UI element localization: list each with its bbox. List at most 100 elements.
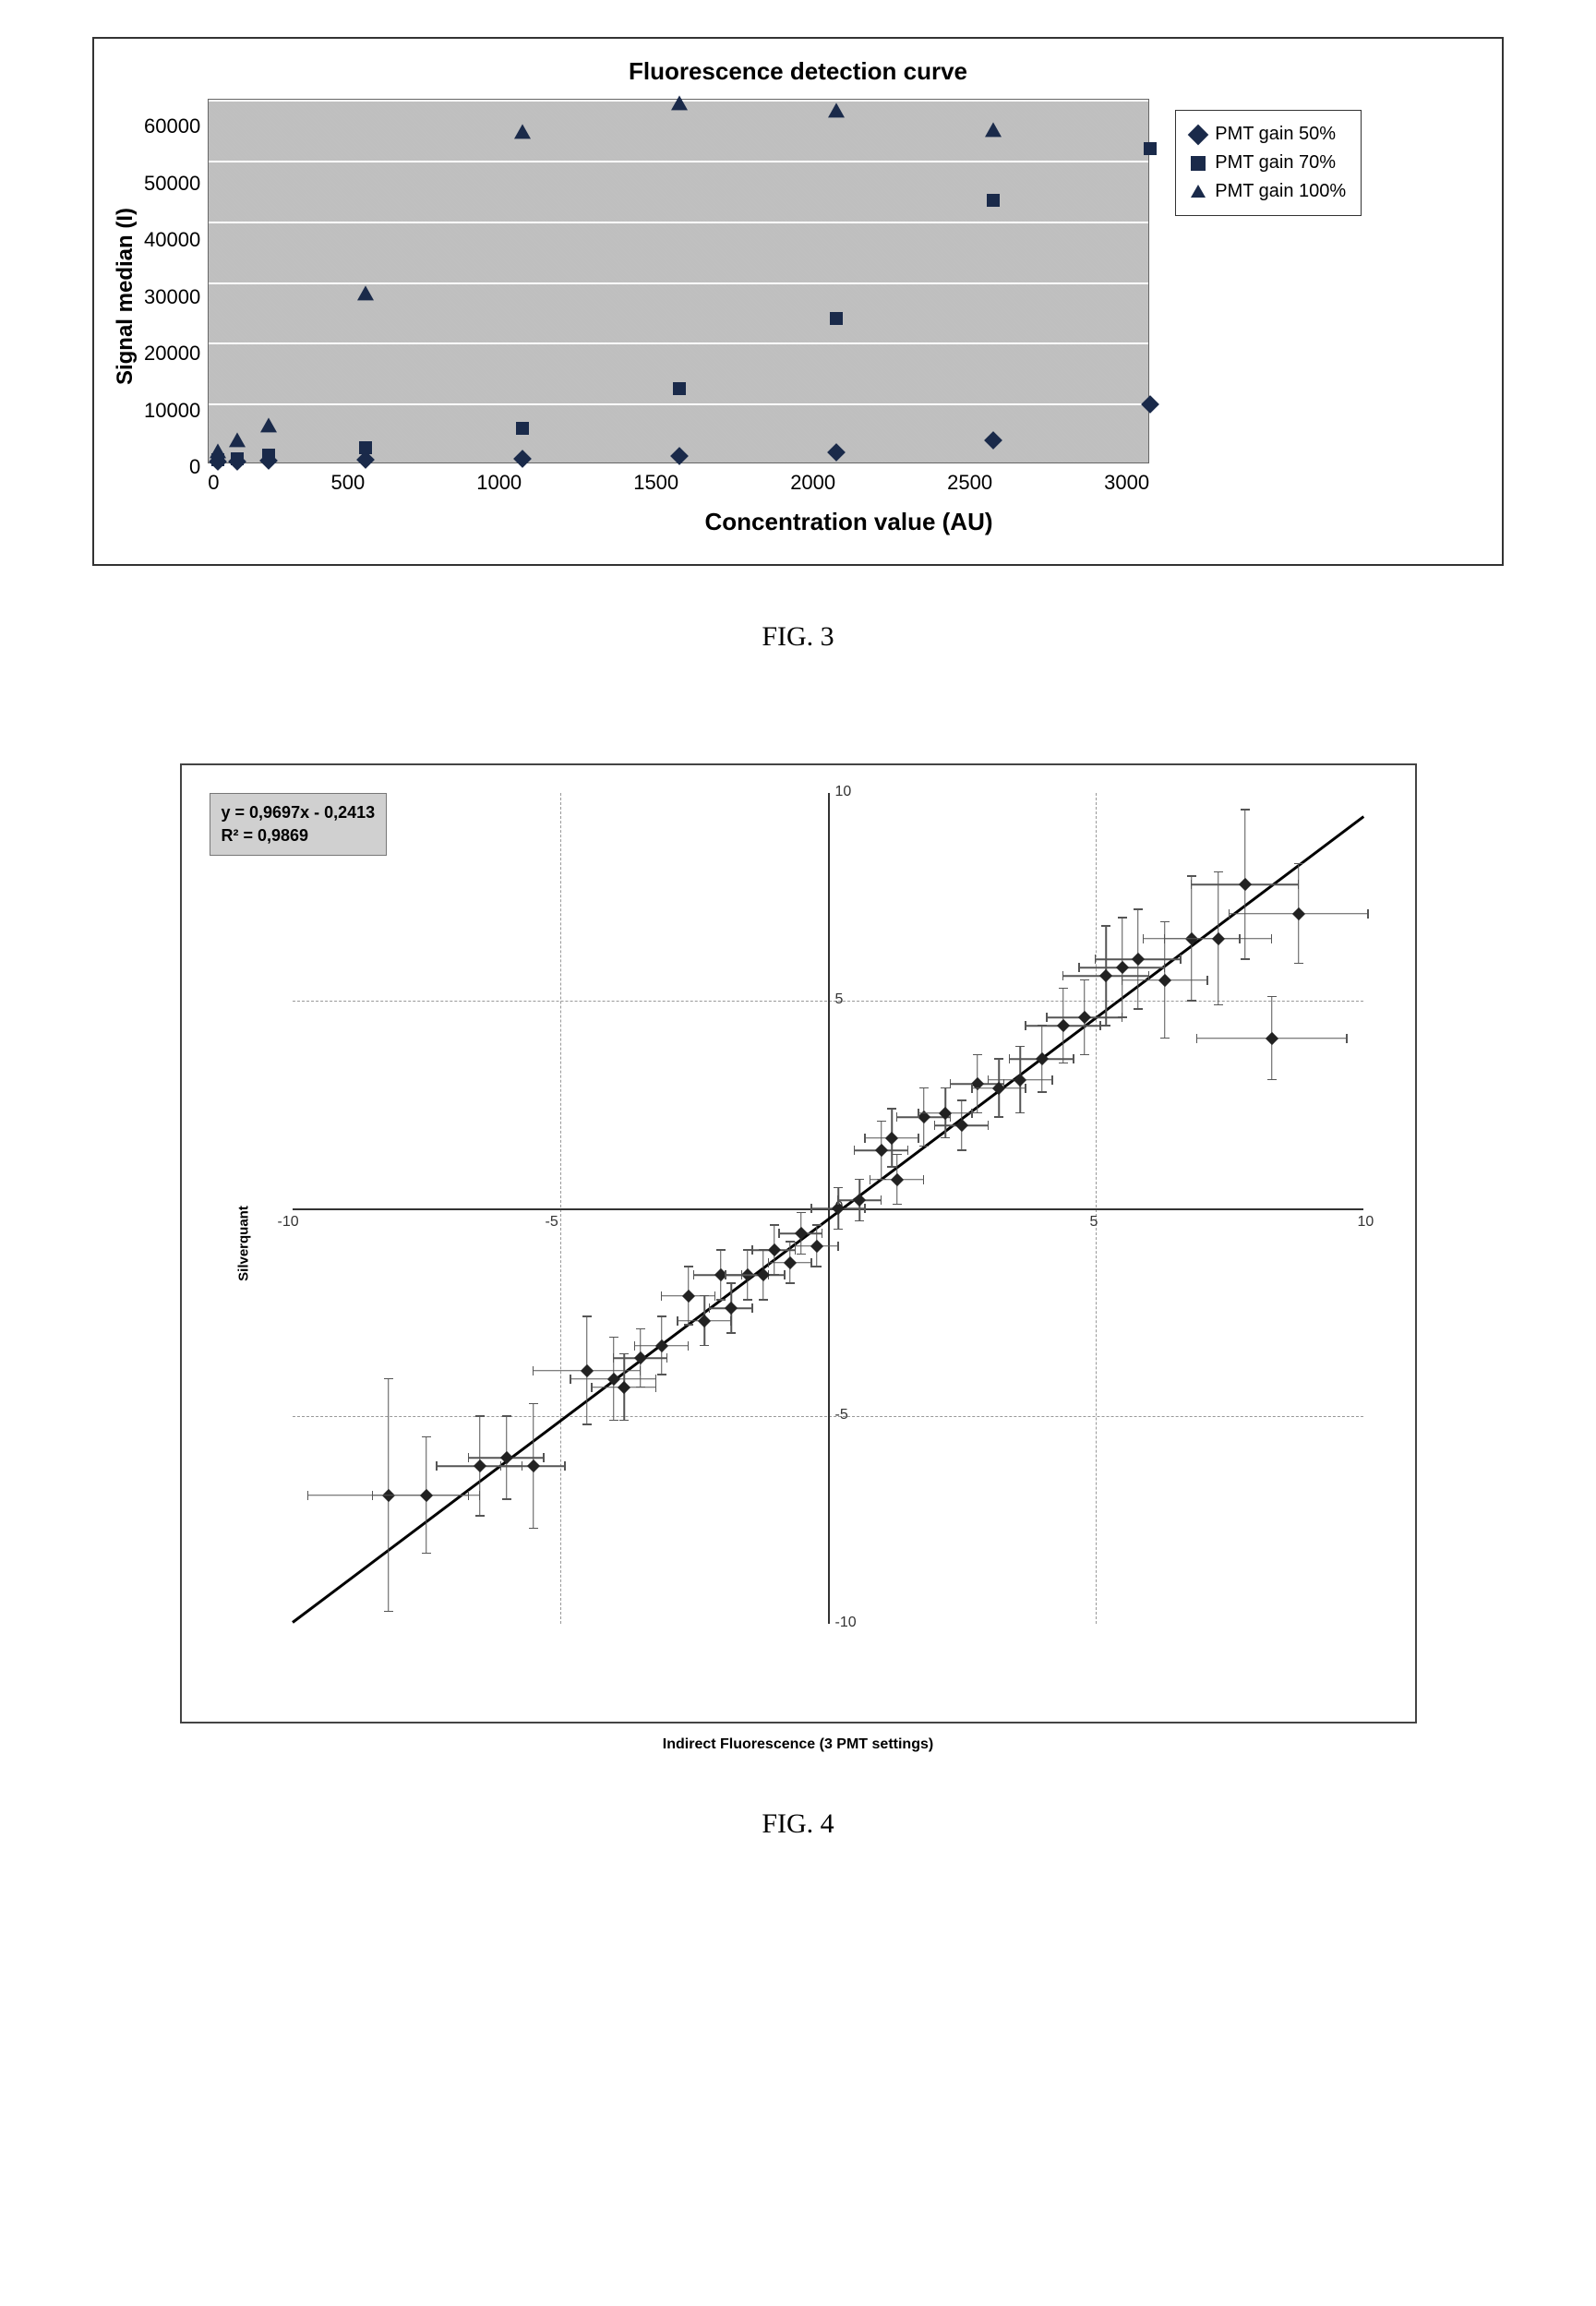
fig4-errorbar-cap (1025, 1021, 1026, 1030)
fig4-errorbar-cap (1187, 875, 1196, 877)
fig4-errorbar-cap (700, 1345, 709, 1347)
fig4-errorbar-cap (1187, 1000, 1196, 1002)
fig4-errorbar-cap (1038, 1091, 1047, 1093)
fig3-xtick: 500 (330, 471, 365, 495)
fig4-errorbar-cap (384, 1378, 393, 1380)
fig4-errorbar-cap (770, 1224, 779, 1226)
fig3-legend-label: PMT gain 50% (1215, 124, 1336, 145)
fig4-errorbar-cap (716, 1249, 726, 1251)
fig4-caption: FIG. 4 (92, 1808, 1504, 1840)
fig4-point (618, 1380, 630, 1393)
fig4-errorbar-cap (384, 1611, 393, 1613)
fig4-xtick: -10 (278, 1214, 299, 1231)
fig4-point (885, 1131, 898, 1144)
fig4-xlabel: Indirect Fluorescence (3 PMT settings) (92, 1736, 1504, 1753)
fig4-errorbar-cap (613, 1353, 615, 1363)
fig4-errorbar-cap (994, 1116, 1003, 1118)
fig4-errorbar-cap (918, 1109, 919, 1118)
fig4-errorbar-cap (475, 1415, 485, 1417)
fig4-errorbar-cap (870, 1175, 871, 1184)
fig4-point (682, 1289, 695, 1302)
fig3-point-square (262, 449, 275, 462)
fig3-plot-wrapper: Signal median (I) 6000050000400003000020… (113, 99, 1483, 495)
fig3-xtick: 3000 (1104, 471, 1149, 495)
fig3-legend: PMT gain 50% PMT gain 70% PMT gain 100% (1175, 110, 1362, 216)
fig4-errorbar-cap (854, 1146, 856, 1155)
fig4-errorbar-cap (741, 1270, 743, 1279)
fig4-point (1057, 1019, 1070, 1032)
fig4-errorbar-cap (1101, 1025, 1110, 1027)
fig4-point (473, 1459, 486, 1472)
fig4-errorbar-cap (1346, 1034, 1348, 1043)
fig3-point-triangle (357, 285, 374, 300)
fig3-legend-row: PMT gain 100% (1191, 177, 1346, 206)
legend-square-icon (1191, 156, 1206, 171)
fig4-errorbar-cap (1059, 1063, 1068, 1064)
fig4-errorbar-cap (1080, 979, 1089, 981)
fig3-xtick: 1500 (633, 471, 678, 495)
fig4-errorbar-cap (709, 1303, 711, 1313)
fig4-errorbar-cap (1118, 917, 1127, 919)
fig4-errorbar-cap (919, 1146, 929, 1147)
fig4-errorbar-cap (677, 1316, 678, 1326)
fig3-gridline (209, 403, 1148, 405)
fig4-errorbar-cap (1160, 921, 1170, 923)
fig4-errorbar-cap (797, 1254, 806, 1255)
fig4-errorbar-cap (1122, 976, 1123, 985)
fig4-errorbar-cap (1062, 971, 1064, 980)
fig4-xtick: 10 (1358, 1214, 1374, 1231)
fig4-errorbar-cap (1118, 1016, 1127, 1018)
fig4-errorbar-cap (422, 1436, 431, 1438)
fig4-errorbar-cap (1241, 958, 1250, 960)
fig4-errorbar-cap (778, 1229, 780, 1238)
fig3-legend-label: PMT gain 100% (1215, 181, 1346, 202)
fig4-point (1132, 953, 1145, 966)
fig4-errorbar-cap (609, 1337, 618, 1339)
fig4-errorbar-cap (1214, 871, 1223, 873)
fig4-point (810, 1239, 823, 1252)
fig3-ytick: 0 (189, 455, 200, 479)
fig4-errorbar-cap (973, 1054, 982, 1056)
fig3-plot-area (208, 99, 1149, 463)
fig4-errorbar-cap (770, 1274, 779, 1276)
fig3-xtick: 1000 (476, 471, 522, 495)
fig4-errorbar-cap (1025, 1084, 1026, 1093)
fig4-errorbar-cap (941, 1137, 950, 1139)
fig4-errorbar-cap (475, 1515, 485, 1517)
fig4-point (874, 1144, 887, 1157)
legend-triangle-icon (1191, 185, 1206, 199)
fig4-errorbar-cap (941, 1087, 950, 1089)
fig4-errorbar-cap (1009, 1054, 1011, 1063)
fig3-point-triangle (514, 125, 531, 139)
fig4-errorbar-cap (784, 1270, 786, 1279)
fig4-errorbar-cap (1080, 1054, 1089, 1056)
fig4-errorbar-cap (743, 1299, 752, 1301)
fig4-errorbar-cap (1214, 1004, 1223, 1006)
fig3-point-square (987, 194, 1000, 207)
fig4-errorbar-cap (887, 1166, 896, 1168)
fig4-errorbar-cap (716, 1299, 726, 1301)
fig4-xtick: 5 (1090, 1214, 1098, 1231)
fig4-errorbar-cap (1134, 908, 1143, 910)
fig3-point-triangle (210, 443, 226, 458)
fig4-errorbar-cap (918, 1134, 919, 1143)
fig3-legend-label: PMT gain 70% (1215, 152, 1336, 174)
fig4-errorbar-cap (810, 1204, 812, 1213)
fig3-point-square (231, 452, 244, 465)
fig3-xtick: 2000 (790, 471, 835, 495)
fig3-point-square (673, 382, 686, 395)
fig4-errorbar-cap (564, 1461, 566, 1471)
fig4-point (1239, 878, 1252, 891)
fig4-errorbar-cap (725, 1270, 726, 1279)
fig4-errorbar-cap (684, 1324, 693, 1326)
fig4-errorbar-cap (372, 1491, 374, 1500)
fig4-errorbar-cap (822, 1229, 823, 1238)
fig3-point-triangle (828, 103, 845, 118)
fig4-errorbar-cap (726, 1332, 736, 1334)
fig4-point (1266, 1031, 1278, 1044)
fig4-errorbar-cap (896, 1112, 898, 1122)
fig3-ytick: 40000 (144, 228, 200, 252)
fig4-point (419, 1488, 432, 1501)
fig3-point-square (830, 312, 843, 325)
fig4-errorbar-cap (834, 1229, 843, 1231)
